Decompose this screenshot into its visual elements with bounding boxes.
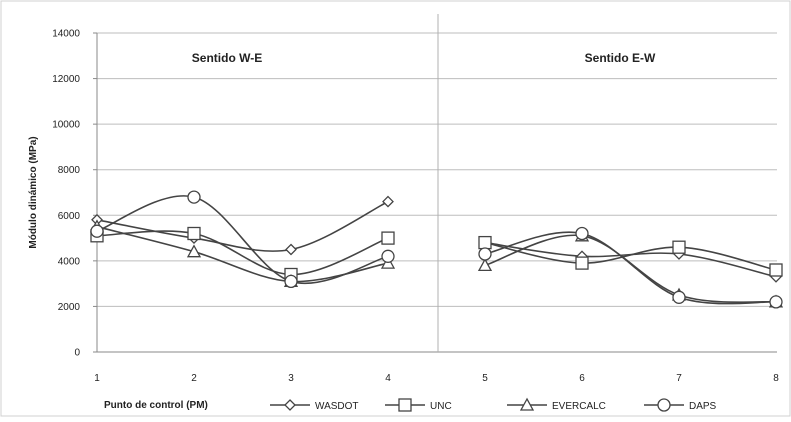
legend-item-wasdot: WASDOT	[270, 399, 359, 412]
x-tick-label: 3	[288, 373, 294, 384]
legend: WASDOT UNC EVERCALC DAPS	[270, 397, 717, 412]
x-tick-label: 5	[482, 373, 488, 384]
data-point-unc	[478, 235, 492, 250]
legend-label: UNC	[430, 401, 452, 412]
data-point-evercalc	[477, 258, 493, 272]
y-tick-label: 4000	[58, 256, 81, 267]
axes	[93, 14, 777, 353]
series-line-unc	[96, 230, 389, 276]
x-tick-label: 4	[385, 373, 391, 384]
data-point-daps	[672, 290, 686, 304]
data-point-daps	[90, 224, 104, 238]
series-lines	[89, 190, 784, 309]
legend-marker-wasdot	[284, 399, 296, 411]
data-point-daps	[769, 295, 783, 309]
y-tick-label: 14000	[52, 29, 80, 40]
series-line-daps	[96, 195, 389, 284]
data-point-evercalc	[186, 244, 202, 258]
data-point-wasdot	[285, 243, 297, 256]
y-tick-label: 12000	[52, 74, 80, 85]
series-line-wasdot	[96, 200, 389, 252]
x-tick-label: 2	[191, 373, 197, 384]
x-axis-title: Punto de control (PM)	[104, 400, 208, 411]
series-daps	[90, 190, 783, 309]
data-point-daps	[381, 249, 395, 263]
data-point-daps	[284, 274, 298, 289]
data-point-daps	[575, 226, 589, 241]
data-point-unc	[187, 226, 201, 241]
y-axis-title: Módulo dinámico (MPa)	[28, 136, 39, 248]
x-tick-label: 7	[676, 373, 682, 384]
y-tick-label: 6000	[58, 211, 81, 222]
panel-title: Sentido W-E	[192, 51, 262, 65]
data-point-unc	[381, 231, 395, 245]
legend-label: DAPS	[689, 401, 717, 412]
data-point-unc	[672, 240, 686, 254]
legend-marker-evercalc	[519, 397, 535, 411]
legend-item-evercalc: EVERCALC	[507, 397, 606, 412]
x-tick-label: 6	[579, 373, 585, 384]
data-point-wasdot	[382, 195, 394, 208]
labels: 0 2000 4000 6000 8000 10000 12000 14000 1 2 3 4 5 6 7 8…	[28, 29, 779, 412]
panel-title: Sentido E-W	[585, 51, 656, 65]
data-point-daps	[478, 247, 492, 261]
gridlines	[97, 32, 777, 307]
y-tick-label: 0	[74, 348, 80, 359]
data-point-daps	[187, 190, 201, 204]
series-line-daps	[484, 231, 777, 305]
data-point-unc	[769, 263, 783, 277]
data-point-unc	[575, 256, 589, 270]
legend-label: EVERCALC	[552, 401, 606, 412]
legend-item-daps: DAPS	[644, 398, 717, 412]
legend-label: WASDOT	[315, 401, 359, 412]
legend-marker-daps	[657, 398, 671, 412]
y-tick-label: 8000	[58, 165, 81, 176]
series-line-unc	[484, 241, 777, 271]
x-tick-label: 8	[773, 373, 779, 384]
y-tick-label: 2000	[58, 302, 81, 313]
legend-item-unc: UNC	[385, 398, 452, 412]
y-tick-label: 10000	[52, 120, 80, 131]
legend-marker-unc	[398, 398, 412, 412]
x-tick-label: 1	[94, 373, 100, 384]
